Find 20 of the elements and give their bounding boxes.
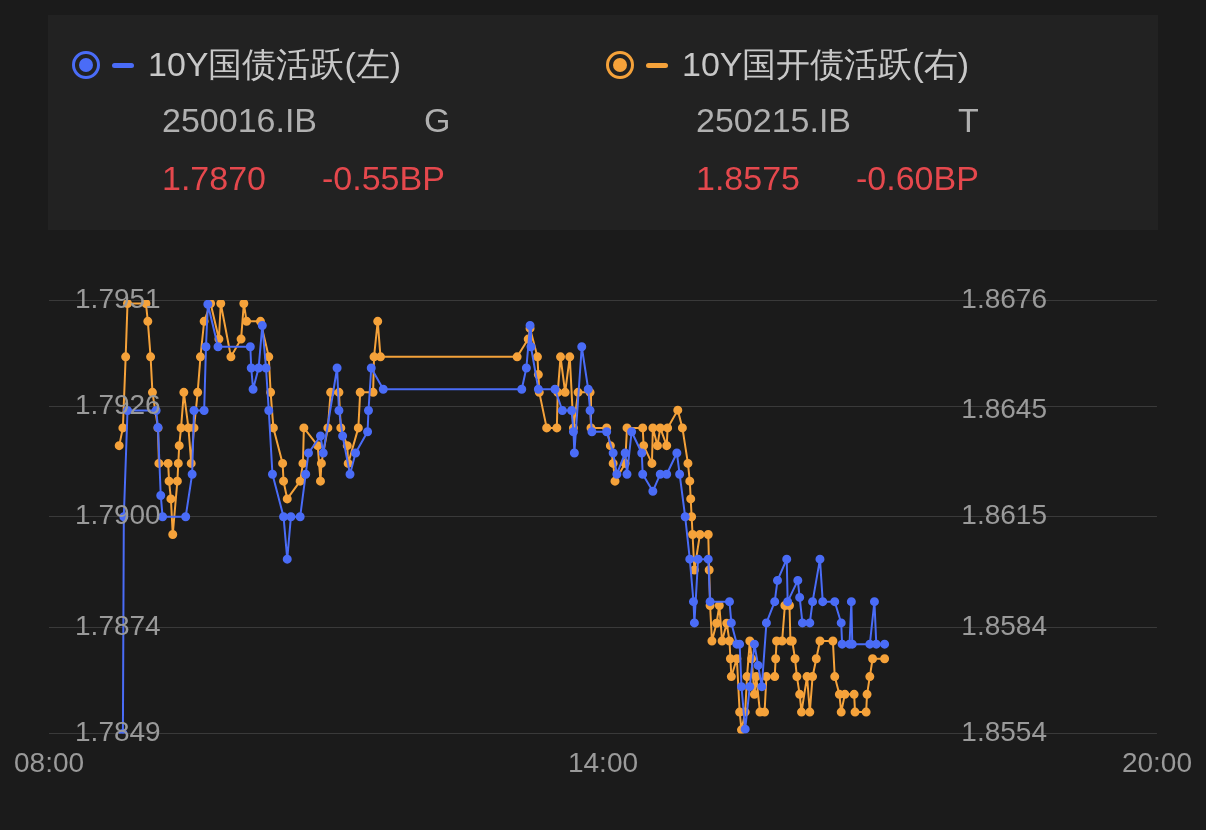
y2-tick-label: 1.8615 (961, 499, 1047, 531)
legend-label: 10Y国债活跃(左) (148, 44, 402, 85)
legend-label: 10Y国开债活跃(右) (682, 44, 970, 85)
x-tick-label: 14:00 (567, 746, 639, 778)
y-tick-label: 1.7849 (75, 716, 161, 748)
x-tick-label: 20:00 (1121, 746, 1192, 778)
y2-tick-label: 1.8584 (961, 609, 1047, 641)
y-tick-label: 1.7951 (75, 282, 161, 314)
text: G (424, 101, 451, 140)
text: -0.60BP (856, 159, 979, 198)
y2-tick-label: 1.8676 (961, 282, 1047, 314)
text: 250215.IB (696, 101, 852, 140)
text: T (958, 101, 979, 140)
text: -0.55BP (322, 159, 445, 198)
text: 250016.IB (162, 101, 318, 140)
text: 1.8575 (696, 159, 800, 198)
y2-tick-label: 1.8554 (961, 716, 1047, 748)
text: 1.7870 (162, 159, 266, 198)
x-tick-label: 08:00 (14, 746, 85, 778)
y2-tick-label: 1.8645 (961, 392, 1047, 424)
